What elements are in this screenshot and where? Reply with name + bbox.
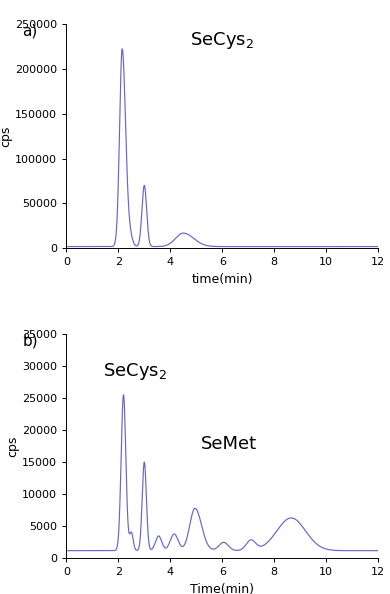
Y-axis label: cps: cps (0, 125, 12, 147)
Text: SeMet: SeMet (200, 435, 257, 453)
Text: a): a) (23, 24, 38, 39)
Text: b): b) (23, 334, 38, 349)
Y-axis label: cps: cps (6, 435, 20, 457)
Text: SeCys$_2$: SeCys$_2$ (190, 30, 254, 52)
Text: SeCys$_2$: SeCys$_2$ (103, 361, 167, 382)
X-axis label: Time(min): Time(min) (190, 583, 254, 594)
X-axis label: time(min): time(min) (191, 273, 253, 286)
